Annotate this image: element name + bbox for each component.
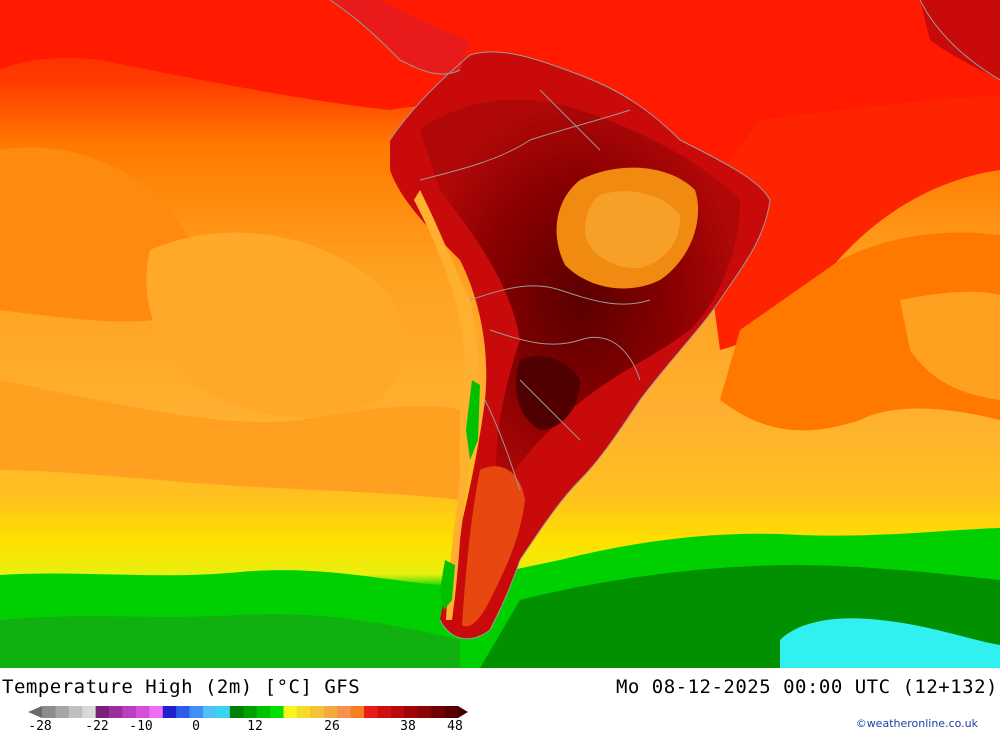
color-scale-legend [28, 706, 468, 718]
east-orange-ocean [720, 232, 1000, 431]
legend-swatch [431, 706, 445, 718]
legend-swatch [95, 706, 110, 718]
east-red-ocean [700, 95, 1000, 350]
chart-title: Temperature High (2m) [°C] GFS [2, 676, 361, 698]
legend-tick-label: -28 [28, 719, 52, 734]
legend-min-arrow [28, 706, 42, 718]
legend-swatch [122, 706, 137, 718]
south-cyan-patch [780, 618, 1000, 668]
legend-swatch [109, 706, 123, 718]
country-borders [329, 0, 1000, 640]
legend-swatch [270, 706, 284, 718]
legend-swatch [256, 706, 271, 718]
legend-swatch [189, 706, 204, 718]
legend-tick-label: -10 [129, 719, 153, 734]
legend-swatch [404, 706, 419, 718]
legend-swatch [377, 706, 392, 718]
east-gold-ocean [900, 291, 1000, 400]
legend-swatch [310, 706, 325, 718]
legend-swatch [337, 706, 351, 718]
west-gold-region [146, 232, 405, 418]
legend-swatch [149, 706, 164, 718]
legend-tick-label: 0 [192, 719, 200, 734]
legend-swatch [417, 706, 432, 718]
legend-swatch [364, 706, 378, 718]
legend-tick-label: 12 [247, 719, 263, 734]
brazil-cool-inner [585, 191, 681, 269]
legend-swatch [55, 706, 70, 718]
legend-tick-label: 38 [400, 719, 416, 734]
credit-link[interactable]: ©weatheronline.co.uk [855, 717, 978, 730]
legend-swatch [176, 706, 190, 718]
southwest-warm [0, 380, 460, 500]
africa-edge [920, 0, 1000, 80]
legend-swatch [444, 706, 459, 718]
south-light-green [0, 614, 460, 668]
continent-hot-spot [516, 356, 580, 430]
legend-swatch [42, 706, 56, 718]
legend-tick-label: 26 [324, 719, 340, 734]
forecast-datetime: Mo 08-12-2025 00:00 UTC (12+132) [615, 676, 998, 698]
legend-swatch [390, 706, 405, 718]
legend-swatch [283, 706, 298, 718]
legend-swatch [82, 706, 96, 718]
legend-swatch [243, 706, 258, 718]
legend-swatch [203, 706, 217, 718]
legend-swatch [323, 706, 338, 718]
legend-swatch [350, 706, 365, 718]
legend-swatch [229, 706, 244, 718]
argentina-orange [462, 466, 525, 627]
legend-swatch [162, 706, 177, 718]
andes-cool-strip [414, 190, 478, 620]
temperature-map [0, 0, 1000, 668]
central-america-land [330, 0, 470, 75]
legend-swatch [135, 706, 150, 718]
legend-tick-label: 48 [447, 719, 463, 734]
andes-green-spots [466, 380, 480, 460]
legend-max-arrow [458, 706, 468, 718]
legend-swatch [68, 706, 83, 718]
patagonia-green [440, 560, 455, 610]
legend-tick-label: -22 [85, 719, 109, 734]
legend-swatch [296, 706, 311, 718]
legend-swatch [216, 706, 231, 718]
